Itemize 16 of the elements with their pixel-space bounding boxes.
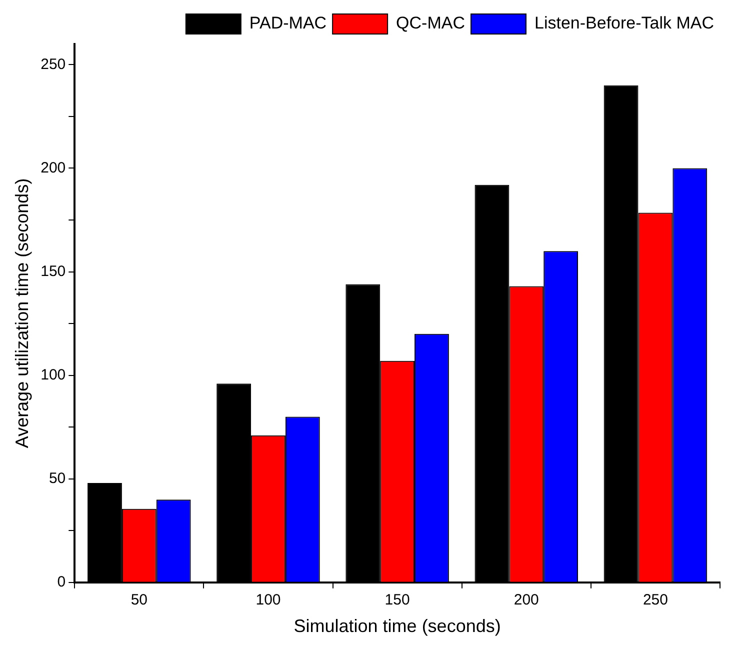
y-tick-label: 0: [57, 574, 66, 591]
x-tick-label: 250: [642, 592, 668, 609]
x-tick-label: 50: [130, 592, 148, 609]
x-tick-label: 200: [514, 592, 539, 609]
x-tick-label: 150: [384, 592, 410, 609]
y-tick-label: 50: [48, 470, 66, 487]
x-axis-title: Simulation time (seconds): [294, 616, 501, 636]
x-tick-label: 100: [256, 592, 281, 609]
y-tick-label: 100: [40, 366, 66, 384]
y-tick-label: 200: [40, 159, 66, 176]
legend-label: PAD-MAC: [249, 14, 327, 33]
legend-label: QC-MAC: [396, 14, 466, 33]
y-axis-title: Average utilization time (seconds): [12, 178, 32, 448]
legend-label: Listen-Before-Talk MAC: [534, 14, 714, 33]
y-tick-label: 150: [40, 262, 66, 280]
y-tick-label: 250: [40, 56, 66, 73]
